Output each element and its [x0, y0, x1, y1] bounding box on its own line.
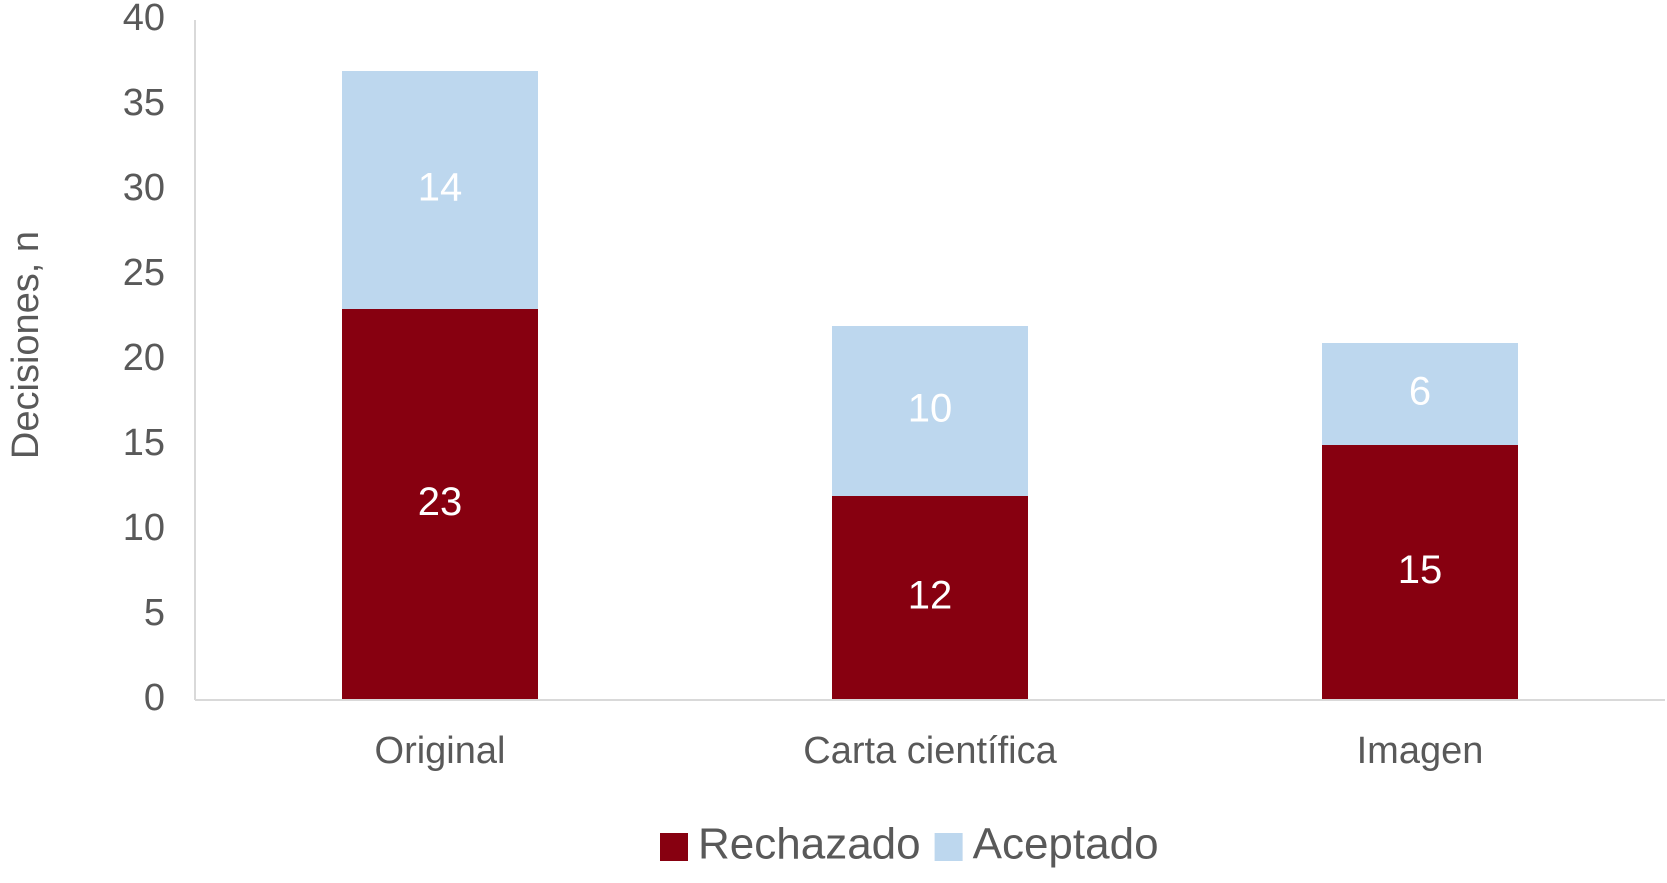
bar-segment	[832, 496, 1028, 700]
y-tick-label: 15	[123, 422, 165, 464]
x-tick-label: Imagen	[1357, 730, 1484, 772]
legend-label: Rechazado	[698, 820, 921, 869]
bar-segment	[342, 309, 538, 700]
data-label: 15	[1398, 548, 1443, 592]
bar-segment	[1322, 343, 1518, 445]
x-tick-label: Original	[375, 730, 506, 772]
y-tick-label: 35	[123, 82, 165, 124]
y-tick-label: 40	[123, 0, 165, 39]
bar-segment	[1322, 445, 1518, 700]
data-label: 10	[908, 387, 953, 431]
y-tick-label: 20	[123, 337, 165, 379]
y-tick-label: 5	[144, 592, 165, 634]
data-label: 12	[908, 574, 953, 618]
legend-swatch	[660, 833, 688, 861]
data-label: 6	[1409, 370, 1431, 414]
legend-label: Aceptado	[973, 820, 1159, 869]
y-tick-label: 10	[123, 507, 165, 549]
y-axis-title: Decisiones, n	[5, 231, 47, 459]
x-tick-label: Carta científica	[803, 730, 1057, 772]
y-tick-label: 30	[123, 167, 165, 209]
data-label: 14	[418, 166, 463, 210]
data-label: 23	[418, 480, 463, 524]
legend-swatch	[934, 833, 963, 861]
y-tick-label: 0	[144, 677, 165, 719]
bar-segment	[342, 71, 538, 309]
bar-segment	[832, 326, 1028, 496]
y-tick-label: 25	[123, 252, 165, 294]
